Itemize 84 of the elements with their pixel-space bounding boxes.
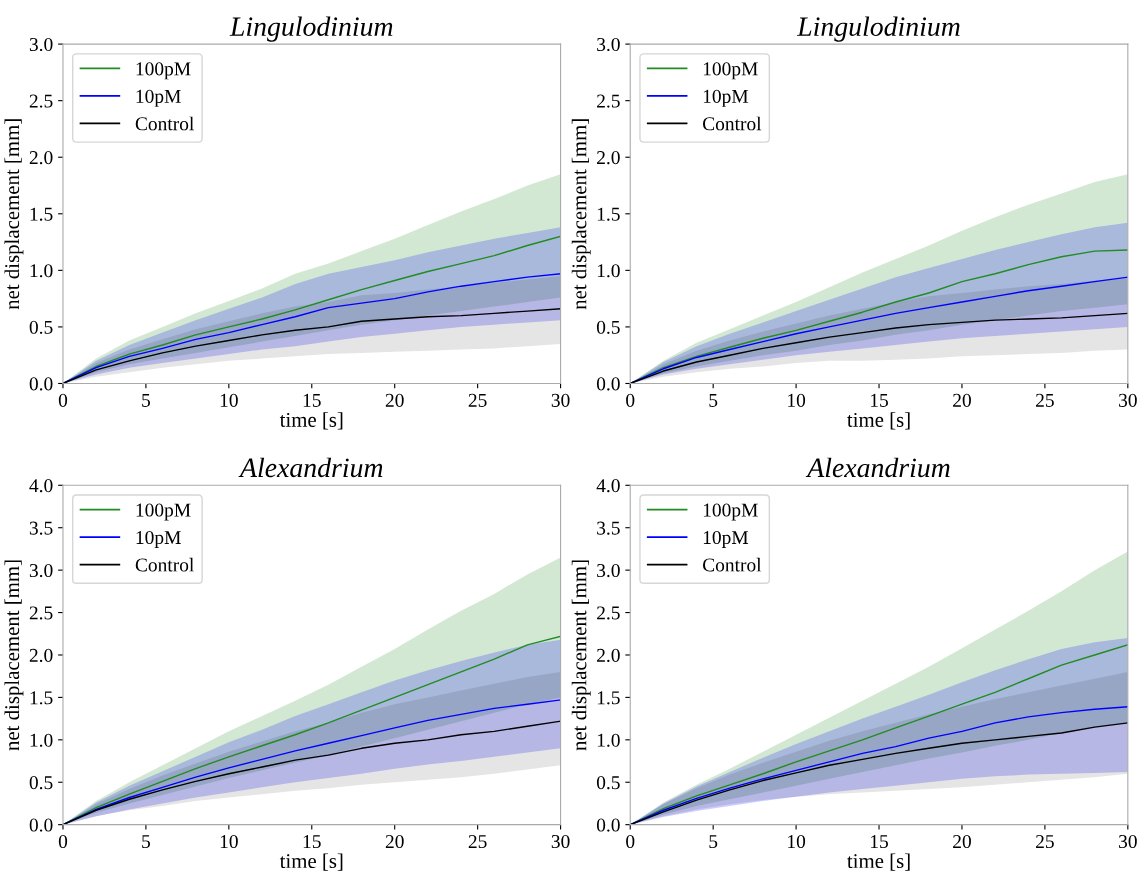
y-axis-title: net displacement [mm] (571, 560, 591, 751)
x-tick-label: 15 (303, 393, 321, 407)
y-tick-label: 1.5 (30, 207, 53, 221)
x-tick-label: 20 (953, 393, 971, 407)
y-tick-label: 0.0 (29, 818, 53, 832)
x-tick-label: 20 (953, 834, 971, 849)
y-tick-label: 2.5 (597, 606, 620, 620)
x-tick-label: 30 (551, 834, 570, 849)
y-tick-label: 0.0 (29, 377, 53, 391)
y-tick-label: 4.0 (29, 479, 53, 493)
legend-label: 100pM (136, 503, 191, 521)
chart-title: Alexandrium (805, 457, 950, 478)
y-tick-label: 1.5 (597, 691, 620, 705)
legend-label: Control (135, 557, 194, 572)
x-tick-label: 15 (303, 835, 321, 849)
legend-label: 10pM (703, 89, 749, 107)
y-tick-label: 3.5 (29, 521, 53, 535)
y-tick-label: 1.0 (30, 264, 53, 278)
x-tick-label: 15 (871, 835, 888, 849)
chart-title: Lingulodinium (796, 16, 960, 42)
x-axis-title: time [s] (279, 853, 343, 871)
x-tick-label: 0 (58, 834, 68, 849)
y-tick-label: 1.0 (597, 733, 620, 747)
x-tick-label: 5 (142, 393, 151, 407)
y-tick-label: 3.0 (29, 37, 53, 52)
x-tick-label: 10 (788, 393, 806, 407)
legend-label: 100pM (703, 503, 758, 521)
x-tick-label: 25 (468, 393, 487, 407)
y-axis-title: net displacement [mm] (571, 119, 591, 310)
legend-label: Control (702, 557, 762, 572)
y-tick-label: 2.5 (597, 94, 620, 108)
y-tick-label: 1.5 (597, 207, 620, 221)
x-axis-title: time [s] (279, 412, 343, 430)
x-tick-label: 25 (468, 835, 487, 849)
x-tick-label: 15 (871, 393, 888, 407)
legend-label: 10pM (136, 89, 181, 107)
chart-title: Alexandrium (238, 457, 383, 478)
x-tick-label: 30 (1119, 393, 1137, 407)
x-tick-label: 20 (385, 393, 404, 407)
y-axis-title: net displacement [mm] (4, 560, 24, 751)
x-axis-title: time [s] (847, 853, 910, 871)
x-tick-label: 0 (58, 393, 68, 407)
y-tick-label: 3.0 (597, 37, 620, 52)
x-tick-label: 10 (220, 834, 238, 849)
legend-label: 10pM (703, 530, 749, 549)
y-tick-label: 0.5 (596, 320, 620, 334)
x-tick-label: 30 (551, 393, 570, 407)
y-tick-label: 1.0 (30, 733, 53, 747)
y-tick-label: 3.0 (29, 563, 53, 578)
y-tick-label: 2.5 (29, 606, 53, 620)
x-tick-label: 5 (709, 835, 718, 849)
y-tick-label: 2.0 (597, 648, 620, 662)
legend-label: 100pM (136, 62, 191, 80)
legend-label: 10pM (136, 530, 181, 549)
x-tick-label: 25 (1036, 393, 1054, 407)
x-tick-label: 10 (220, 393, 238, 407)
y-tick-label: 2.0 (597, 151, 620, 165)
y-tick-label: 1.0 (597, 264, 620, 278)
y-tick-label: 0.5 (596, 776, 620, 790)
y-tick-label: 0.0 (596, 377, 620, 391)
y-tick-label: 2.5 (29, 94, 53, 108)
x-tick-label: 5 (142, 835, 151, 849)
y-tick-label: 0.5 (29, 320, 53, 334)
x-tick-label: 25 (1036, 835, 1054, 849)
y-tick-label: 2.0 (29, 151, 53, 165)
y-axis-title: net displacement [mm] (4, 119, 24, 310)
y-tick-label: 0.5 (29, 776, 53, 790)
y-tick-label: 0.0 (596, 818, 620, 832)
chart-title: Lingulodinium (229, 16, 393, 42)
legend-label: Control (135, 116, 194, 131)
y-tick-label: 4.0 (596, 479, 620, 493)
x-tick-label: 20 (385, 834, 404, 849)
legend-label: 100pM (703, 62, 758, 80)
y-tick-label: 3.5 (597, 521, 620, 535)
legend-label: Control (702, 116, 762, 131)
x-tick-label: 0 (626, 393, 635, 407)
x-tick-label: 10 (788, 834, 806, 849)
y-tick-label: 2.0 (29, 648, 53, 662)
y-tick-label: 3.0 (597, 563, 620, 578)
x-axis-title: time [s] (847, 412, 910, 430)
x-tick-label: 30 (1119, 834, 1137, 849)
y-tick-label: 1.5 (30, 691, 53, 705)
x-tick-label: 5 (709, 393, 718, 407)
x-tick-label: 0 (626, 834, 635, 849)
